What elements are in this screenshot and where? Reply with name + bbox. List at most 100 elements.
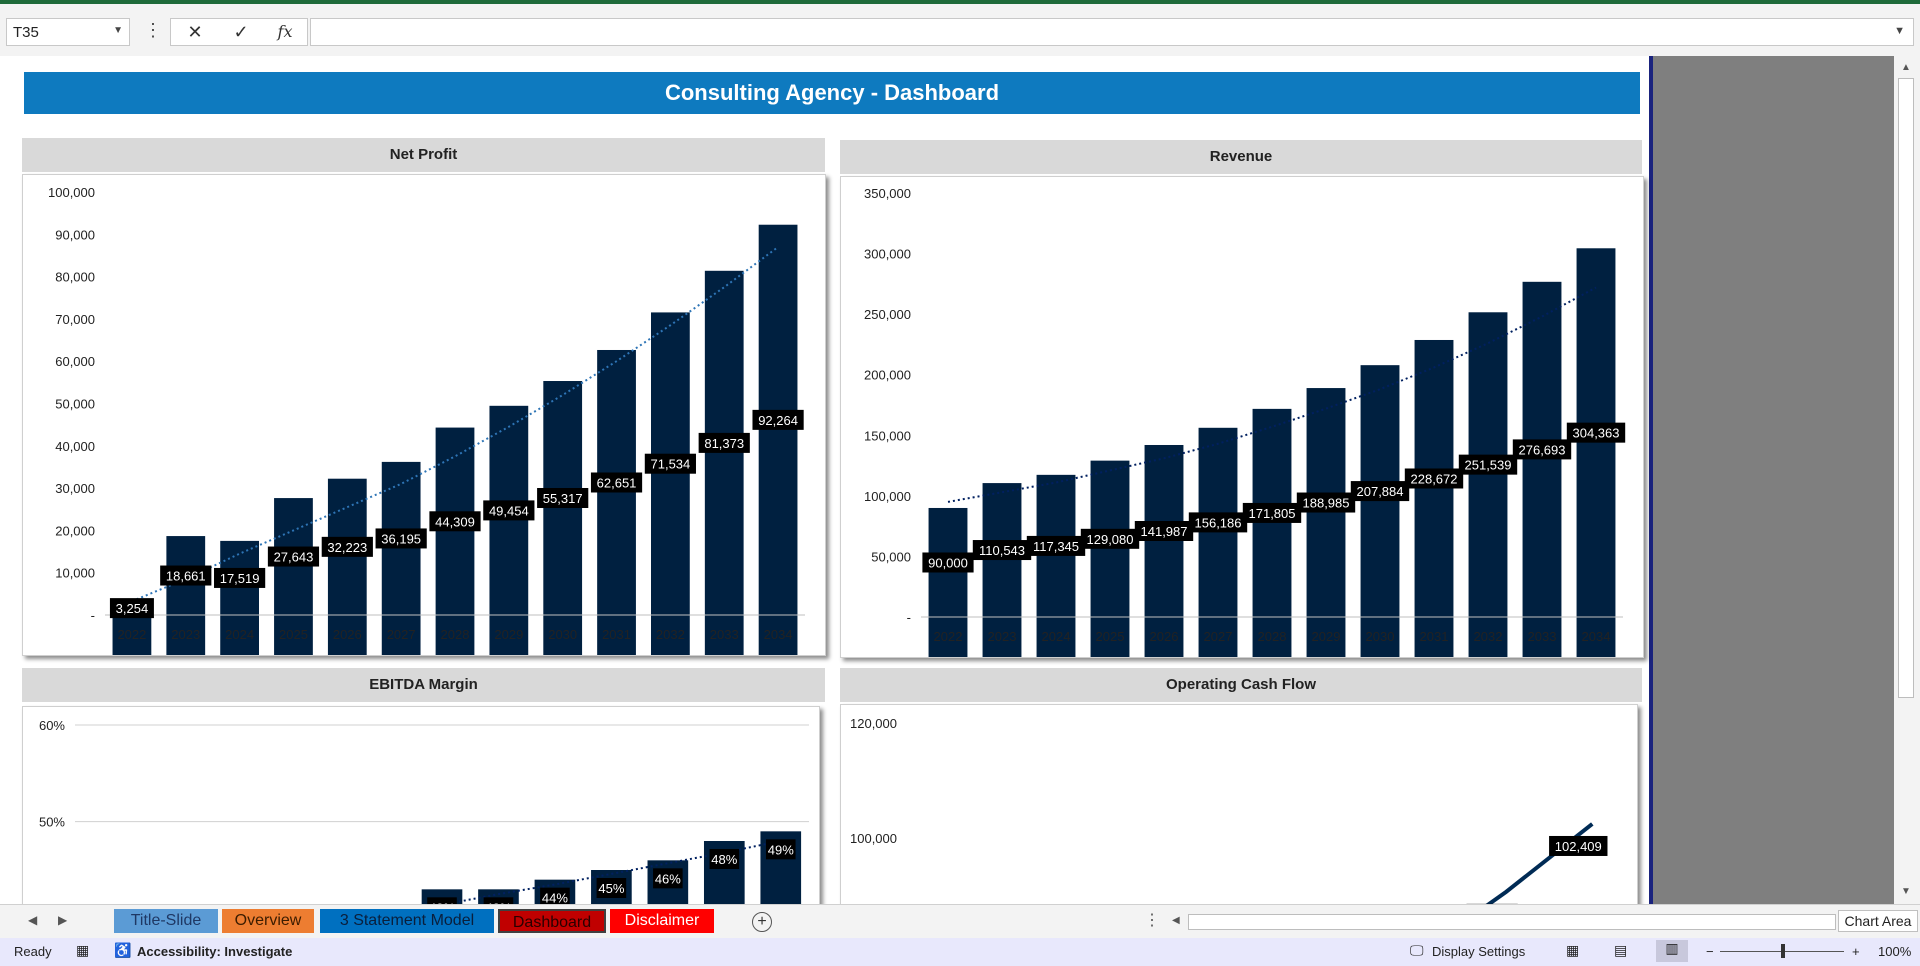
- cancel-icon[interactable]: ✕: [187, 22, 203, 42]
- tab-dashboard[interactable]: Dashboard: [498, 909, 606, 933]
- data-label: 3,254: [116, 601, 149, 616]
- data-label-bg: [429, 511, 481, 532]
- zoom-level[interactable]: 100%: [1878, 944, 1912, 959]
- accessibility-status[interactable]: Accessibility: Investigate: [137, 944, 293, 959]
- data-label-bg: [160, 565, 212, 586]
- data-label-bg: [1134, 520, 1194, 541]
- tab-disclaimer[interactable]: Disclaimer: [610, 909, 714, 933]
- zoom-slider-thumb[interactable]: [1781, 944, 1785, 958]
- data-label-bg: [1458, 454, 1518, 475]
- data-label-bg: [596, 878, 627, 898]
- data-label-bg: [427, 897, 457, 905]
- y-tick-label: 100,000: [850, 831, 897, 846]
- bar: [1360, 365, 1400, 657]
- y-tick-label: 40,000: [55, 439, 95, 454]
- y-tick-label: 50,000: [871, 549, 911, 564]
- data-label: 46%: [655, 871, 681, 886]
- x-tick-label: 2023: [171, 627, 200, 642]
- data-label-bg: [922, 552, 974, 573]
- x-tick-label: 2024: [225, 627, 254, 642]
- enter-icon[interactable]: ✓: [233, 22, 249, 42]
- scroll-down-icon[interactable]: ▼: [1901, 886, 1911, 897]
- more-options-icon[interactable]: ⋮: [144, 20, 162, 40]
- page-break-line: [1649, 56, 1653, 904]
- data-label: 27,643: [274, 550, 314, 565]
- scroll-left-icon[interactable]: ◀: [1172, 915, 1180, 926]
- window-top-strip: [0, 0, 1920, 4]
- data-label-bg: [375, 528, 427, 549]
- x-tick-label: 2025: [279, 627, 308, 642]
- y-tick-label: 250,000: [864, 307, 911, 322]
- tab-overview[interactable]: Overview: [222, 909, 314, 933]
- data-label-bg: [1549, 835, 1608, 856]
- bar: [166, 536, 206, 655]
- data-label-bg: [752, 409, 804, 430]
- name-box[interactable]: T35 ▼: [6, 18, 130, 46]
- ebitda-margin-plot: 40%50%60%40%38%39%41%43%43%44%45%46%48%4…: [39, 718, 809, 905]
- page-break-preview-icon[interactable]: ▥: [1656, 940, 1688, 962]
- data-label-bg: [109, 598, 154, 619]
- net-profit-chart[interactable]: - 10,000 20,000 30,000 40,000 50,000 60,000 70,…: [22, 174, 826, 656]
- data-label: 117,345: [1033, 539, 1079, 554]
- insert-function-icon[interactable]: fx: [277, 22, 293, 41]
- net-profit-plot: - 10,000 20,000 30,000 40,000 50,000 60,000 70,…: [48, 185, 805, 655]
- data-label: 129,080: [1087, 532, 1134, 547]
- x-tick-label: 2029: [1312, 629, 1341, 644]
- y-tick-label: 30,000: [55, 481, 95, 496]
- bar: [1144, 444, 1184, 657]
- macro-recording-icon[interactable]: ▦: [76, 942, 90, 958]
- bar: [1090, 460, 1130, 657]
- bar: [1414, 339, 1454, 657]
- x-tick-label: 2028: [441, 627, 470, 642]
- next-sheet-icon[interactable]: ▶: [58, 913, 68, 927]
- y-tick-label: 150,000: [864, 428, 911, 443]
- vertical-scrollbar[interactable]: ▲ ▼: [1894, 56, 1920, 904]
- cash-flow-line: [1484, 822, 1594, 905]
- expand-formula-bar-icon[interactable]: ▼: [1894, 25, 1905, 37]
- data-label: 110,543: [979, 543, 1025, 558]
- data-label-bg: [1080, 528, 1140, 549]
- data-label: 48%: [711, 852, 737, 867]
- y-tick-label: -: [91, 608, 95, 623]
- data-label: 55,317: [543, 491, 583, 506]
- normal-view-icon[interactable]: ▦: [1566, 942, 1580, 958]
- bar: [1306, 388, 1346, 657]
- data-label: 44%: [542, 891, 568, 905]
- horizontal-scroll-thumb[interactable]: [1188, 914, 1836, 930]
- display-settings-button[interactable]: Display Settings: [1432, 944, 1526, 959]
- tab-3-statement-model[interactable]: 3 Statement Model: [320, 909, 494, 933]
- y-tick-label: 70,000: [55, 312, 95, 327]
- y-tick-label: 100,000: [864, 489, 911, 504]
- ebitda-margin-chart[interactable]: 40%50%60%40%38%39%41%43%43%44%45%46%48%4…: [22, 706, 820, 906]
- horizontal-scrollbar[interactable]: ◀: [1170, 913, 1840, 931]
- zoom-in-button[interactable]: +: [1852, 944, 1860, 959]
- data-label-bg: [321, 536, 373, 557]
- accessibility-icon[interactable]: ♿: [114, 942, 132, 958]
- vertical-scroll-thumb[interactable]: [1898, 78, 1914, 698]
- tabs-options-icon[interactable]: ⋮: [1144, 912, 1160, 929]
- x-tick-label: 2030: [1366, 629, 1395, 644]
- y-tick-label: 60%: [39, 718, 65, 733]
- data-label-bg: [709, 849, 740, 869]
- display-settings-icon[interactable]: 🖵: [1410, 942, 1424, 958]
- revenue-chart[interactable]: - 50,000 100,000 150,000 200,000 250,000 300,0…: [840, 176, 1644, 658]
- data-label: 228,672: [1411, 471, 1458, 486]
- x-tick-label: 2025: [1096, 629, 1125, 644]
- x-tick-label: 2024: [1042, 629, 1071, 644]
- data-label: 102,409: [1555, 839, 1602, 854]
- y-tick-label: 20,000: [55, 523, 95, 538]
- formula-input[interactable]: ▼: [310, 18, 1914, 46]
- net-profit-header: Net Profit: [22, 138, 825, 172]
- zoom-out-button[interactable]: −: [1706, 944, 1714, 959]
- name-box-dropdown-icon[interactable]: ▼: [113, 25, 123, 36]
- prev-sheet-icon[interactable]: ◀: [28, 913, 38, 927]
- bar: [1468, 312, 1508, 657]
- scroll-up-icon[interactable]: ▲: [1901, 62, 1911, 73]
- x-tick-label: 2026: [333, 627, 362, 642]
- tab-title-slide[interactable]: Title-Slide: [114, 909, 218, 933]
- add-sheet-icon[interactable]: +: [752, 912, 772, 932]
- page-layout-view-icon[interactable]: ▤: [1614, 942, 1628, 958]
- x-tick-label: 2032: [656, 627, 685, 642]
- x-tick-label: 2023: [988, 629, 1017, 644]
